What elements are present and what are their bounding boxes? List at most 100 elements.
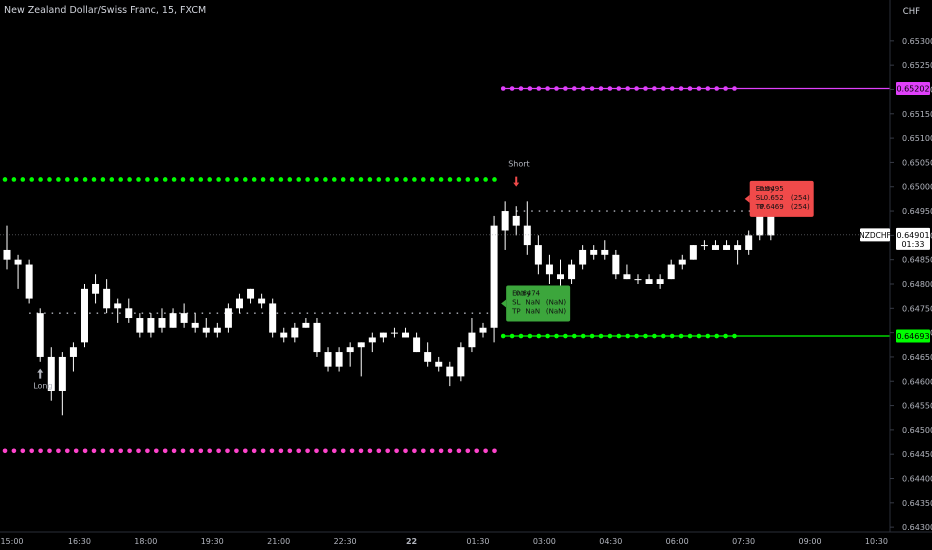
- short-arrow-icon: [513, 176, 520, 187]
- magenta-dotted-lower: [2, 448, 497, 454]
- candle-body: [767, 206, 775, 236]
- magenta-dotted-lower-dot: [296, 448, 302, 454]
- magenta-dotted-lower-dot: [38, 448, 43, 454]
- green-level-tag-bg: [896, 329, 930, 343]
- green-level-dot: [580, 333, 586, 339]
- candle-body: [324, 352, 332, 367]
- price-tick-label: 0.64450: [902, 450, 932, 459]
- candle-body: [557, 274, 564, 280]
- symbol-tag: NZDCHF: [859, 228, 891, 242]
- time-tick-label: 10:30: [865, 537, 888, 546]
- candle-body: [191, 322, 199, 328]
- candle-body: [490, 225, 498, 328]
- magenta-dotted-lower-dot: [171, 448, 177, 454]
- price-tick-label: 0.65150: [902, 110, 932, 119]
- magenta-level-dot: [607, 86, 613, 91]
- magenta-dotted-lower-dot: [100, 448, 106, 454]
- candle-body: [14, 259, 22, 265]
- green-level-dot: [554, 333, 559, 339]
- candle-body: [468, 332, 476, 348]
- price-tick-label: 0.64850: [902, 256, 932, 265]
- candle-body: [756, 211, 764, 236]
- green-dotted-upper-dot: [305, 177, 310, 182]
- green-dotted-upper-dot: [421, 177, 426, 182]
- candle-body: [590, 249, 598, 255]
- candle-body: [568, 264, 576, 280]
- green-dotted-upper-dot: [20, 177, 26, 182]
- green-level-dot: [669, 333, 675, 339]
- candle-body: [136, 318, 144, 333]
- magenta-level-dot: [580, 86, 586, 91]
- green-dotted-upper-dot: [216, 177, 221, 182]
- magenta-dotted-lower-dot: [225, 448, 230, 454]
- green-level-tag-text: 0.64693: [896, 332, 929, 341]
- price-tick-label: 0.64800: [902, 280, 932, 289]
- candle-body: [3, 249, 11, 260]
- green-level-tag: 0.64693: [896, 329, 930, 343]
- green-dotted-upper-dot: [56, 177, 61, 182]
- magenta-dotted-lower-dot: [65, 448, 70, 454]
- magenta-dotted-lower-dot: [145, 448, 150, 454]
- magenta-dotted-lower-dot: [438, 448, 444, 454]
- time-tick-label: 03:00: [533, 537, 556, 546]
- candle-body: [656, 279, 664, 284]
- green-dotted-upper-dot: [278, 177, 284, 182]
- green-level-dot: [616, 333, 622, 339]
- green-dotted-upper-dot: [91, 177, 97, 182]
- magenta-level-tag-bg: [896, 82, 930, 96]
- price-tick-label: 0.64550: [902, 402, 932, 411]
- short-trade-box-bg: [749, 180, 814, 217]
- magenta-dotted-lower-dot: [412, 448, 417, 454]
- magenta-dotted-lower-dot: [429, 448, 435, 454]
- candle-body: [667, 264, 675, 280]
- magenta-dotted-lower-dot: [91, 448, 97, 454]
- candle-body: [512, 215, 520, 226]
- magenta-level-tag-text: 0.65202: [896, 85, 929, 94]
- green-dotted-upper-dot: [340, 177, 346, 182]
- trade-value: NaN: [525, 298, 540, 306]
- price-tick-label: 0.64300: [902, 523, 932, 532]
- candle-body: [413, 337, 421, 353]
- candle-body: [125, 308, 133, 319]
- magenta-dotted-lower-dot: [358, 448, 364, 454]
- magenta-dotted-lower-dot: [243, 448, 248, 454]
- green-dotted-upper-dot: [403, 177, 408, 182]
- magenta-dotted-lower-dot: [340, 448, 346, 454]
- green-dotted-upper-dot: [474, 177, 480, 182]
- green-level-dot: [536, 333, 542, 339]
- magenta-level-dot: [598, 86, 604, 91]
- candle-body: [80, 288, 88, 343]
- magenta-level-dot: [687, 86, 693, 91]
- last-price-value: 0.64901: [896, 231, 929, 240]
- magenta-level-dot: [554, 86, 559, 91]
- candle-body: [745, 235, 753, 250]
- magenta-dotted-lower-dot: [109, 448, 115, 454]
- green-dotted-upper-dot: [412, 177, 417, 182]
- magenta-level-dot: [536, 86, 542, 91]
- time-tick-label: 04:30: [599, 537, 622, 546]
- green-level-dot: [589, 333, 595, 339]
- green-dotted-upper: [2, 177, 497, 182]
- candle-body: [180, 313, 188, 323]
- time-tick-label: 06:00: [666, 537, 689, 546]
- trade-label: TP: [511, 307, 521, 315]
- green-dotted-upper-dot: [180, 177, 186, 182]
- magenta-level-dot: [678, 86, 684, 91]
- trade-label: Entry: [512, 289, 531, 297]
- time-ticks: 15:00 16:30 18:00 19:30 21:00 22:30 22 01:30 03:…: [0, 537, 888, 546]
- green-dotted-upper-dot: [47, 177, 52, 182]
- candles-layer: [3, 201, 775, 416]
- trade-value: 0.652: [764, 194, 784, 202]
- candle-body: [734, 245, 742, 250]
- magenta-dotted-lower-dot: [11, 448, 17, 454]
- green-dotted-upper-dot: [447, 177, 453, 182]
- green-dotted-upper-dot: [136, 177, 141, 182]
- magenta-dotted-lower-dot: [260, 448, 266, 454]
- magenta-dotted-lower-dot: [447, 448, 453, 454]
- magenta-dotted-lower-dot: [403, 448, 408, 454]
- magenta-dotted-lower-dot: [421, 448, 426, 454]
- candle-body: [545, 264, 553, 275]
